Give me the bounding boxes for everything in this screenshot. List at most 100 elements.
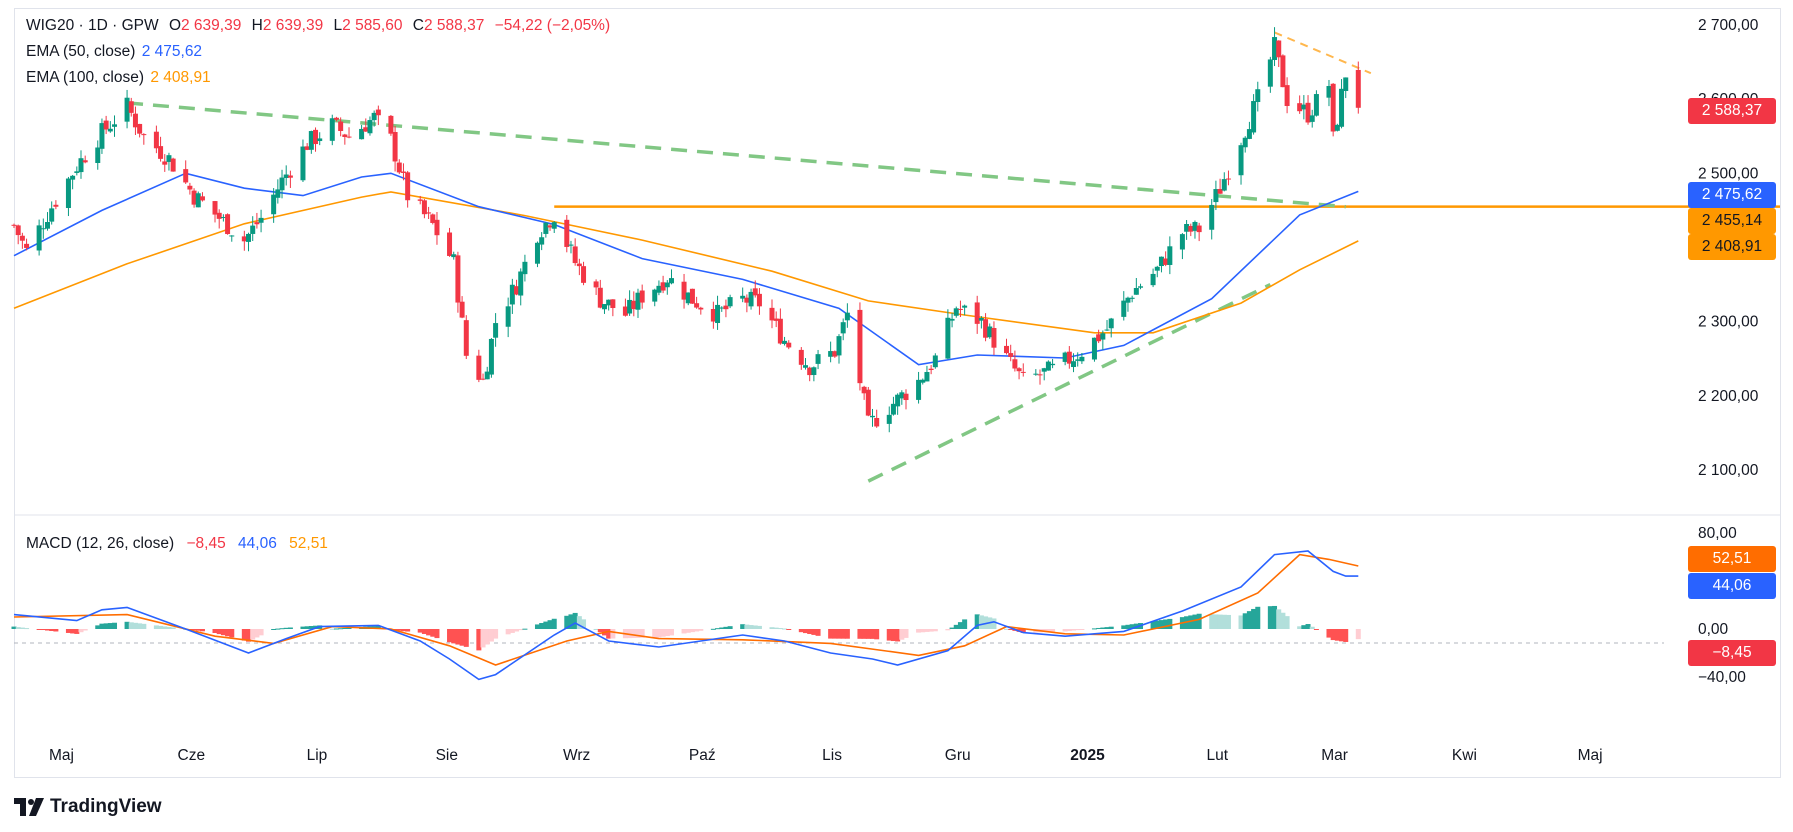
- candle-body: [899, 392, 905, 399]
- ema100-value: 2 408,91: [150, 69, 211, 86]
- level-price-tag: 2 455,14: [1688, 208, 1776, 234]
- macd-histogram-bar: [811, 629, 817, 635]
- time-axis[interactable]: Maj Cze Lip Sie Wrz Paź Lis Gru 2025 Lut Mar Kwi Maj: [49, 747, 1603, 764]
- candle-body: [581, 266, 587, 283]
- macd-histogram-bar: [1313, 629, 1319, 630]
- ema50-legend[interactable]: EMA (50, close) 2 475,62: [26, 43, 204, 61]
- candle-body: [250, 225, 256, 234]
- ema50-value: 2 475,62: [141, 43, 203, 60]
- candle-body: [857, 309, 863, 384]
- change-value: −54,22 (−2,05%): [494, 17, 611, 34]
- candle-body: [601, 304, 607, 310]
- candle-body: [99, 123, 105, 149]
- macd-histogram-bar: [874, 629, 880, 640]
- candle-body: [844, 312, 850, 321]
- candle-body: [1179, 234, 1185, 250]
- candle-body: [112, 124, 118, 127]
- macd-histogram-bar: [1280, 612, 1286, 629]
- candle-body: [1062, 352, 1068, 362]
- candle-body: [279, 177, 285, 191]
- candle-body: [363, 127, 369, 132]
- macd-histogram-bar: [660, 629, 666, 637]
- candle-body: [572, 246, 578, 264]
- candle-body: [522, 261, 528, 275]
- macd-histogram-bar: [141, 623, 147, 629]
- candle-body: [698, 307, 704, 310]
- macd-histogram-bar: [283, 627, 289, 629]
- candle-body: [815, 354, 821, 364]
- time-axis-tick: Paź: [689, 747, 716, 764]
- candle-body: [225, 214, 231, 235]
- candle-body: [597, 287, 603, 308]
- candle-body: [434, 219, 440, 236]
- candle-body: [802, 365, 808, 368]
- candle-body: [455, 255, 461, 303]
- macd-histogram-bar: [895, 629, 901, 642]
- candle-body: [1091, 337, 1097, 360]
- high-value: 2 639,39: [262, 17, 324, 34]
- macd-histogram-bar: [798, 629, 804, 633]
- macd-histogram-bar: [254, 629, 260, 638]
- candle-body: [949, 318, 955, 321]
- candle-body: [24, 243, 30, 248]
- candle-body: [962, 305, 968, 308]
- candle-body: [241, 236, 247, 242]
- candle-body: [40, 228, 46, 230]
- macd-histogram-bar: [304, 626, 310, 629]
- macd-histogram-bar: [1121, 625, 1127, 629]
- candle-body: [400, 171, 406, 173]
- candle-body: [1071, 361, 1077, 368]
- candle-body: [719, 307, 725, 309]
- candle-body: [874, 417, 880, 427]
- low-value: 2 585,60: [342, 17, 403, 34]
- candle-body: [627, 299, 633, 314]
- macd-histogram-bar: [225, 629, 231, 637]
- macd-histogram-bar: [551, 618, 557, 629]
- candle-body: [1096, 334, 1102, 342]
- candle-body: [426, 212, 432, 214]
- macd-histogram-bar: [1355, 629, 1361, 640]
- macd-histogram-bar: [991, 618, 997, 629]
- macd-signal-value: 52,51: [289, 535, 328, 552]
- brand[interactable]: TradingView: [14, 794, 162, 820]
- macd-histogram-bar: [890, 629, 896, 642]
- macd-histogram-bar: [962, 619, 968, 629]
- macd-histogram-bar: [740, 624, 746, 629]
- price-axis-tick: 2 200,00: [1698, 388, 1759, 405]
- macd-pane: [11, 550, 1361, 681]
- candle-body: [1154, 266, 1160, 271]
- symbol-label[interactable]: WIG20 · 1D · GPW: [26, 17, 159, 34]
- candle-body: [534, 242, 540, 264]
- candle-body: [543, 222, 549, 234]
- macd-histogram-bar: [518, 629, 524, 631]
- time-axis-tick: Wrz: [563, 747, 590, 764]
- macd-histogram-bar: [777, 628, 783, 630]
- candle-body: [1284, 85, 1290, 107]
- macd-histogram-bar: [1242, 613, 1248, 629]
- macd-histogram-bar: [308, 626, 314, 629]
- candle-body: [1125, 297, 1131, 303]
- macd-histogram-bar: [857, 629, 863, 639]
- macd-histogram-bar: [1050, 629, 1056, 632]
- candle-body: [593, 281, 599, 288]
- macd-histogram-bar: [1301, 625, 1307, 629]
- ema100-legend[interactable]: EMA (100, close) 2 408,91: [26, 69, 213, 87]
- trendlines[interactable]: [126, 31, 1372, 483]
- candle-body: [903, 393, 909, 401]
- macd-histogram-bar: [581, 619, 587, 629]
- macd-histogram-bar: [338, 628, 344, 630]
- time-axis-tick: Lis: [822, 747, 842, 764]
- macd-histogram-bar: [78, 629, 84, 633]
- macd-legend[interactable]: MACD (12, 26, close) −8,45 44,06 52,51: [26, 535, 330, 553]
- macd-axis-tick: −40,00: [1698, 669, 1746, 686]
- macd-axis-tick: 0,00: [1698, 621, 1729, 638]
- open-label: O: [168, 17, 181, 34]
- candle-body: [740, 295, 746, 299]
- candle-body: [974, 302, 980, 324]
- candle-body: [748, 291, 754, 307]
- candle-body: [777, 318, 783, 344]
- macd-histogram-bar: [844, 629, 850, 639]
- macd-histogram-bar: [1217, 614, 1223, 629]
- candle-body: [342, 134, 348, 137]
